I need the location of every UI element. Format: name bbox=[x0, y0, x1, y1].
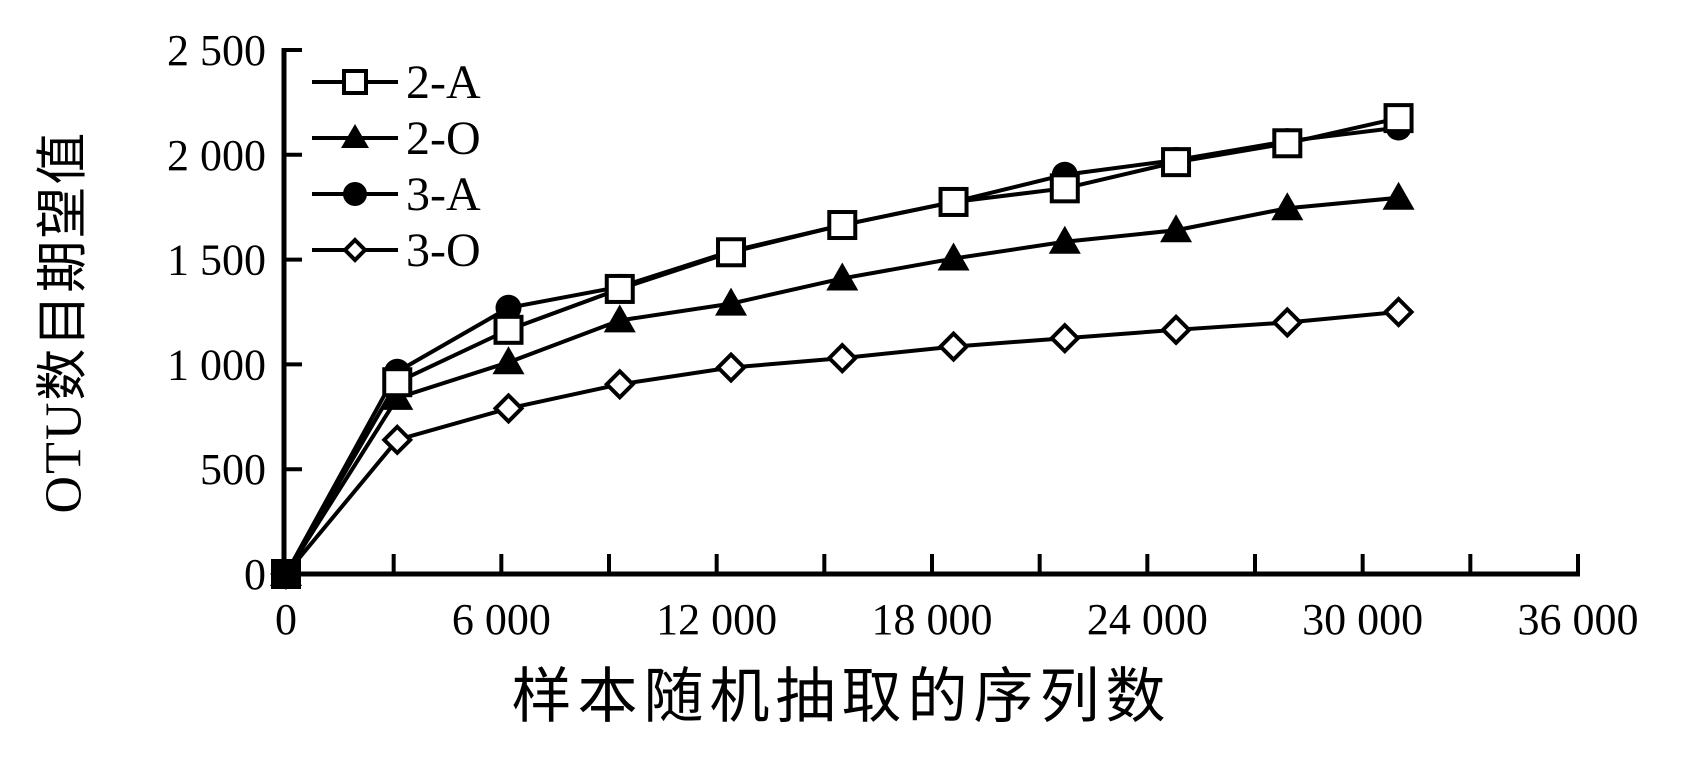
y-axis-title: OTU数目期望值 bbox=[35, 130, 93, 514]
marker-3-O bbox=[381, 424, 414, 456]
marker-2-O bbox=[715, 287, 748, 316]
marker-2-A bbox=[493, 314, 524, 345]
marker-3-A bbox=[495, 294, 522, 321]
marker-2-A bbox=[382, 367, 413, 398]
marker-2-A bbox=[1161, 147, 1192, 178]
marker-3-O bbox=[1271, 306, 1304, 339]
marker-2-A bbox=[827, 210, 858, 241]
legend-label-3-O: 3-O bbox=[406, 224, 481, 277]
marker-2-O bbox=[1048, 225, 1081, 254]
marker-2-A bbox=[604, 273, 635, 304]
y-tick-label: 1 500 bbox=[167, 236, 266, 285]
marker-3-O bbox=[937, 330, 970, 363]
x-tick-label: 0 bbox=[275, 595, 297, 644]
marker-2-O bbox=[826, 262, 859, 291]
y-tick-label: 500 bbox=[200, 445, 266, 494]
marker-3-O bbox=[1160, 313, 1192, 346]
marker-2-A bbox=[1272, 128, 1303, 159]
y-tick-label: 1 000 bbox=[167, 340, 266, 389]
marker-3-O bbox=[603, 368, 636, 401]
marker-3-O bbox=[1048, 322, 1081, 355]
marker-3-O bbox=[1382, 296, 1415, 328]
legend-marker-2-O bbox=[341, 124, 369, 148]
x-tick-label: 24 000 bbox=[1087, 595, 1208, 644]
y-tick-label: 2 500 bbox=[167, 26, 266, 75]
marker-2-O bbox=[1382, 181, 1415, 210]
legend-marker-3-A bbox=[343, 182, 367, 206]
marker-2-O bbox=[937, 242, 970, 271]
legend-label-2-A: 2-A bbox=[406, 56, 481, 109]
marker-2-A bbox=[1049, 173, 1080, 204]
marker-2-A bbox=[938, 186, 969, 217]
marker-2-O bbox=[1160, 214, 1193, 243]
x-tick-label: 30 000 bbox=[1302, 595, 1423, 644]
legend-marker-2-A bbox=[342, 69, 368, 95]
marker-3-O bbox=[826, 342, 859, 374]
marker-3-O bbox=[715, 351, 747, 384]
marker-2-O bbox=[492, 346, 525, 375]
origin-marker bbox=[273, 561, 299, 587]
marker-2-A bbox=[716, 237, 747, 268]
y-tick-label: 2 000 bbox=[167, 131, 266, 180]
marker-2-A bbox=[1383, 103, 1414, 134]
marker-2-O bbox=[1271, 192, 1304, 221]
x-tick-label: 12 000 bbox=[656, 595, 777, 644]
marker-3-O bbox=[492, 392, 525, 425]
legend-label-3-A: 3-A bbox=[406, 168, 481, 221]
x-tick-label: 36 000 bbox=[1518, 595, 1639, 644]
legend-marker-3-O bbox=[342, 237, 368, 263]
x-tick-label: 6 000 bbox=[452, 595, 551, 644]
legend-label-2-O: 2-O bbox=[406, 112, 481, 165]
marker-2-O bbox=[603, 304, 636, 333]
x-axis-title: 样本随机抽取的序列数 bbox=[511, 664, 1172, 730]
y-tick-label: 0 bbox=[244, 550, 266, 599]
x-tick-label: 18 000 bbox=[872, 595, 993, 644]
